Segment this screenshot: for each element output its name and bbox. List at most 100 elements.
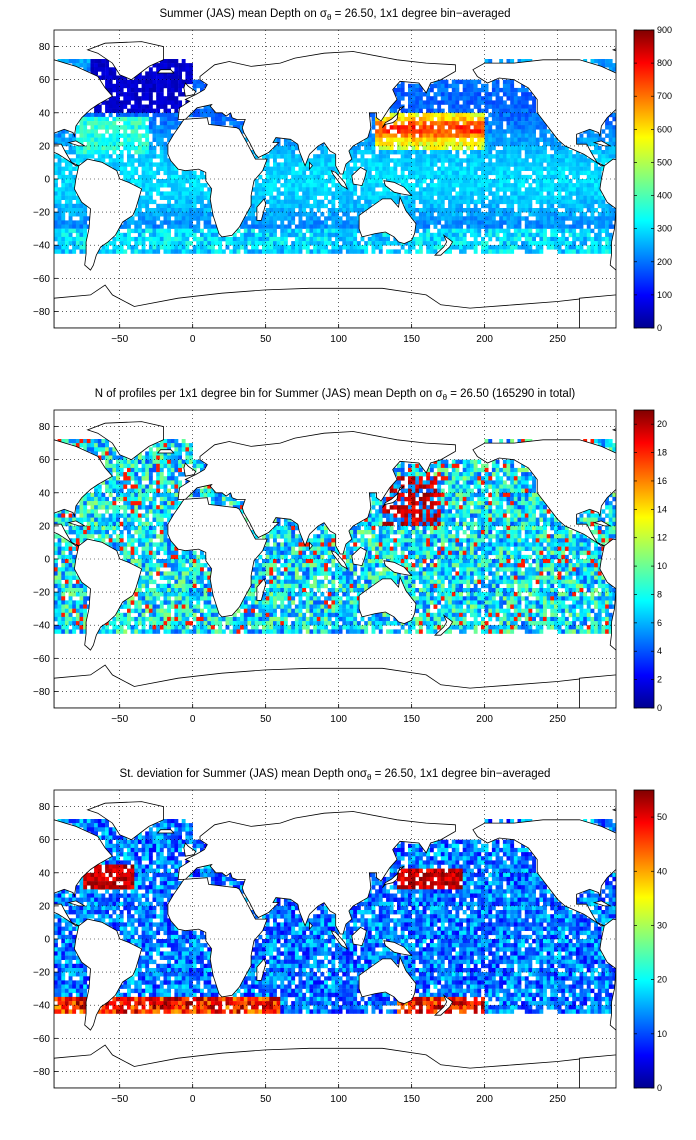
data-cell — [488, 187, 493, 192]
data-cell — [170, 480, 175, 485]
data-cell — [473, 158, 478, 163]
data-cell — [506, 137, 511, 142]
data-cell — [491, 100, 496, 105]
data-cell — [499, 174, 504, 180]
data-cell — [163, 195, 168, 200]
data-cell — [119, 472, 124, 477]
data-cell — [586, 199, 591, 205]
data-cell — [280, 245, 285, 250]
data-cell — [137, 96, 142, 101]
data-cell — [174, 183, 179, 188]
data-cell — [116, 87, 120, 93]
data-cell — [309, 183, 314, 188]
data-cell — [528, 121, 533, 126]
data-cell — [597, 203, 602, 209]
data-cell — [513, 116, 518, 122]
data-cell — [543, 505, 547, 510]
data-cell — [174, 116, 179, 122]
data-cell — [481, 179, 485, 184]
data-cell — [90, 121, 95, 126]
data-cell — [214, 496, 219, 502]
data-cell — [539, 241, 544, 246]
data-cell — [156, 183, 161, 188]
data-cell — [294, 212, 299, 217]
data-cell — [159, 75, 164, 80]
data-cell — [502, 133, 507, 138]
data-cell — [437, 484, 442, 489]
data-cell — [189, 75, 193, 80]
data-cell — [229, 501, 234, 506]
data-cell — [521, 241, 525, 246]
data-cell — [535, 216, 540, 221]
coastline-new-guinea — [383, 180, 413, 197]
data-cell — [466, 195, 471, 200]
data-cell — [400, 116, 405, 122]
data-cell — [488, 112, 493, 118]
data-cell — [72, 241, 77, 246]
data-cell — [397, 467, 401, 473]
data-cell — [116, 463, 120, 469]
data-cell — [130, 108, 135, 113]
data-cell — [364, 150, 369, 155]
data-cell — [189, 216, 193, 221]
data-cell — [148, 158, 153, 163]
data-cell — [499, 162, 504, 167]
data-cell — [521, 501, 525, 506]
data-cell — [444, 145, 449, 151]
x-tick-label: 250 — [549, 334, 566, 345]
data-cell — [200, 241, 204, 246]
data-cell — [302, 236, 307, 242]
data-cell — [61, 216, 66, 221]
data-cell — [130, 476, 135, 481]
data-cell — [586, 228, 591, 234]
data-cell — [415, 154, 420, 159]
data-cell — [594, 174, 598, 180]
data-cell — [521, 199, 525, 205]
data-cell — [473, 224, 478, 229]
data-cell — [418, 505, 423, 510]
data-cell — [484, 241, 489, 246]
data-cell — [75, 203, 80, 209]
data-cell — [167, 455, 171, 460]
data-cell — [287, 166, 292, 171]
data-cell — [64, 187, 69, 192]
data-cell — [331, 241, 336, 246]
data-cell — [130, 133, 135, 138]
data-cell — [68, 199, 73, 205]
data-cell — [280, 162, 285, 167]
data-cell — [163, 166, 168, 171]
data-cell — [521, 472, 525, 477]
data-cell — [572, 187, 577, 192]
data-cell — [291, 162, 296, 167]
data-cell — [444, 496, 449, 502]
data-cell — [426, 187, 431, 192]
data-cell — [429, 112, 434, 118]
data-cell — [119, 245, 124, 250]
data-cell — [550, 224, 555, 229]
data-cell — [499, 121, 504, 126]
data-cell — [156, 249, 161, 254]
data-cell — [590, 187, 595, 192]
data-cell — [353, 162, 358, 167]
data-cell — [612, 116, 616, 122]
data-cell — [601, 158, 606, 163]
data-cell — [83, 509, 88, 514]
data-cell — [54, 133, 58, 138]
data-cell — [521, 505, 525, 510]
data-cell — [280, 191, 285, 196]
data-cell — [159, 195, 164, 200]
data-cell — [181, 212, 186, 217]
data-cell — [422, 472, 427, 477]
data-cell — [539, 203, 544, 209]
data-cell — [448, 116, 452, 122]
data-cell — [491, 79, 496, 85]
data-cell — [481, 195, 485, 200]
data-cell — [437, 137, 442, 142]
data-cell — [243, 245, 248, 250]
data-cell — [324, 162, 328, 167]
data-cell — [546, 245, 551, 250]
data-cell — [422, 492, 427, 498]
data-cell — [568, 249, 573, 254]
data-cell — [360, 191, 365, 196]
data-cell — [119, 158, 124, 163]
